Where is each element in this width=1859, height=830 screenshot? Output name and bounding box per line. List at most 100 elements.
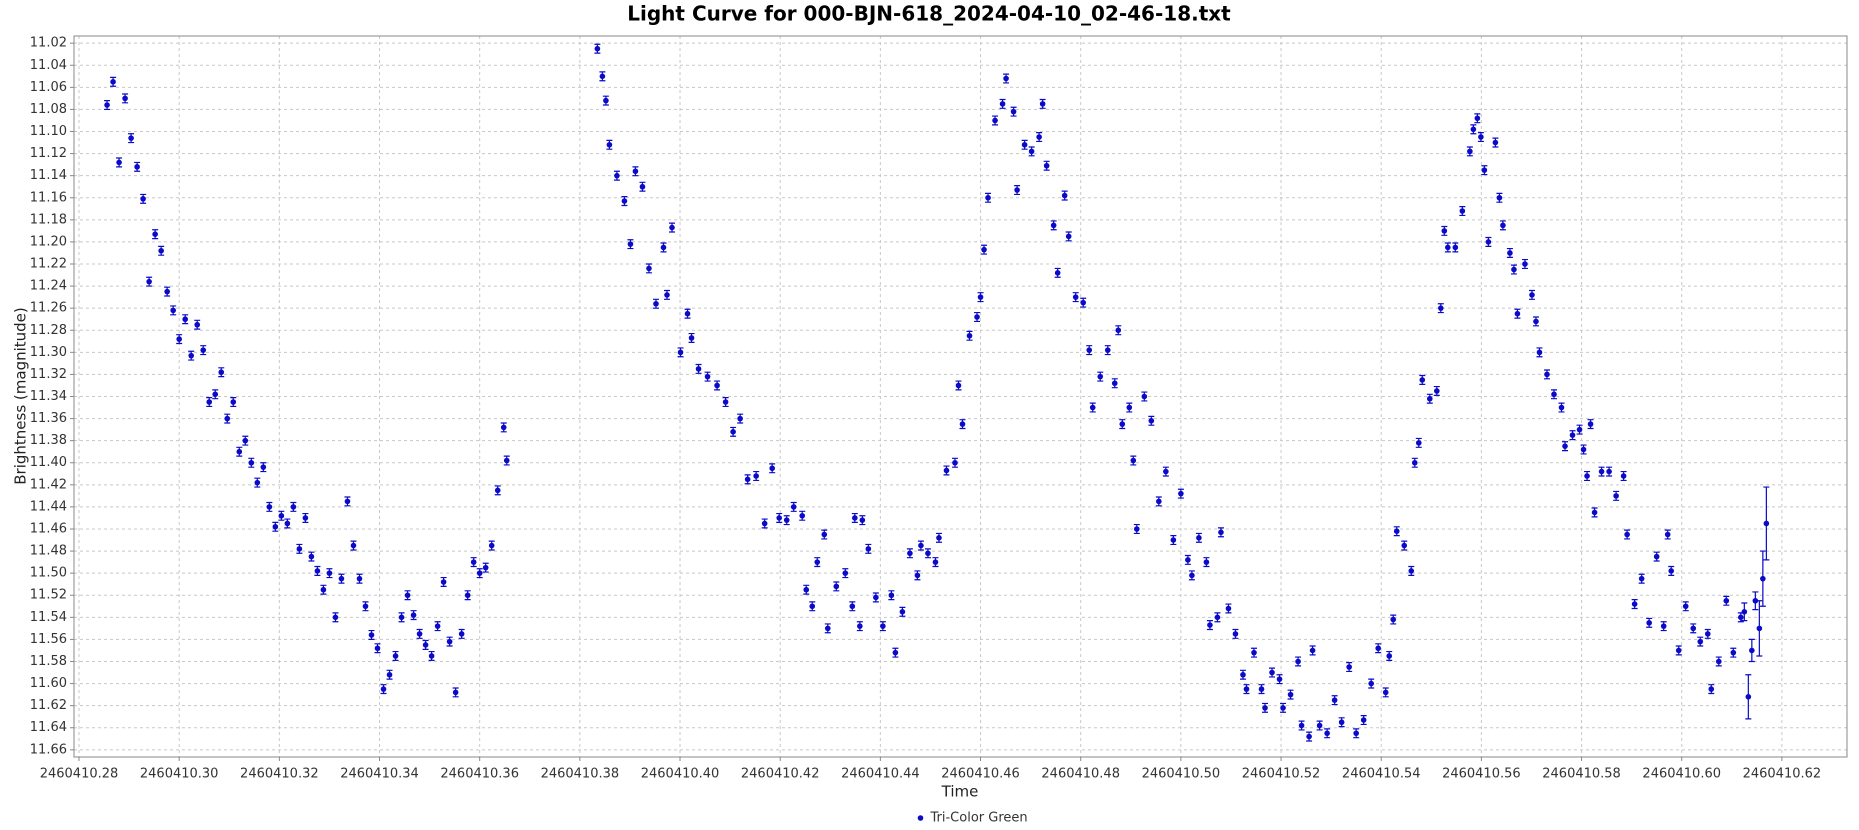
data-point: [380, 686, 387, 692]
data-point: [888, 592, 895, 599]
y-axis-title: Brightness (magnitude): [12, 307, 30, 485]
data-point: [494, 487, 501, 494]
data-point: [242, 437, 249, 444]
data-point: [744, 476, 751, 483]
data-point: [446, 638, 453, 645]
data-point: [753, 473, 759, 479]
data-point: [1529, 292, 1535, 298]
data-point: [857, 623, 863, 629]
data-point: [1119, 421, 1126, 427]
y-tick-label: 11.08: [30, 102, 67, 117]
y-tick-label: 11.12: [30, 146, 67, 161]
series: [104, 43, 1770, 742]
data-point: [1324, 730, 1330, 737]
data-point: [952, 459, 958, 466]
data-point: [1660, 623, 1667, 629]
data-point: [1276, 676, 1283, 682]
data-point: [320, 586, 327, 593]
data-point: [1738, 614, 1744, 621]
data-point: [1606, 468, 1612, 475]
x-tick-label: 2460410.58: [1542, 767, 1621, 782]
data-point: [809, 603, 816, 610]
data-point: [272, 523, 279, 530]
y-tick-label: 11.04: [30, 58, 67, 73]
data-point: [1470, 126, 1477, 133]
data-point: [314, 568, 321, 574]
data-point: [1021, 141, 1028, 148]
data-point: [1533, 318, 1539, 325]
data-point: [1393, 528, 1400, 535]
y-tick-label: 11.54: [30, 610, 67, 625]
data-point: [653, 300, 659, 307]
data-point: [722, 399, 729, 405]
data-point: [1723, 597, 1730, 604]
data-point: [134, 164, 140, 170]
data-point: [1419, 377, 1426, 383]
y-tick-label: 11.06: [30, 80, 67, 95]
data-point: [1445, 244, 1451, 251]
data-point: [1203, 559, 1210, 565]
data-point: [918, 542, 924, 549]
x-tick-label: 2460410.40: [641, 767, 720, 782]
data-point: [814, 559, 821, 565]
data-point: [1624, 531, 1630, 538]
data-point: [476, 570, 483, 576]
data-point: [1752, 597, 1759, 604]
data-point: [1097, 373, 1104, 380]
data-point: [1170, 537, 1177, 543]
data-point: [440, 579, 447, 585]
data-point: [1306, 733, 1312, 740]
data-point: [1511, 266, 1517, 273]
data-point: [158, 247, 164, 254]
data-point: [1386, 653, 1393, 659]
data-point: [936, 535, 942, 541]
x-tick-label: 2460410.36: [440, 767, 519, 782]
data-point: [332, 614, 339, 621]
y-tick-label: 11.30: [30, 345, 67, 360]
data-point: [194, 321, 201, 328]
data-point: [1411, 459, 1418, 466]
data-point: [212, 391, 219, 398]
data-point: [230, 399, 237, 405]
data-point: [1148, 417, 1155, 424]
data-point: [1653, 553, 1660, 560]
data-point: [1558, 404, 1565, 411]
x-tick-label: 2460410.28: [40, 767, 119, 782]
data-point: [422, 642, 429, 648]
data-point: [1072, 294, 1079, 300]
data-point: [639, 183, 646, 190]
data-point: [1438, 305, 1444, 311]
data-point: [266, 504, 273, 510]
x-tick-label: 2460410.46: [941, 767, 1020, 782]
data-point: [182, 316, 188, 323]
data-point: [1646, 620, 1652, 626]
y-tick-label: 11.48: [30, 544, 67, 559]
x-tick-label: 2460410.32: [240, 767, 319, 782]
data-point: [599, 73, 606, 80]
data-point: [714, 382, 720, 389]
data-point: [116, 159, 122, 166]
data-point: [1346, 664, 1352, 670]
data-point: [974, 314, 980, 320]
data-point: [308, 553, 315, 560]
data-point: [695, 366, 702, 372]
data-point: [404, 592, 411, 599]
data-point: [1441, 228, 1448, 234]
data-point: [488, 542, 495, 549]
legend-label: Tri-Color Green: [930, 811, 1028, 826]
data-point: [482, 564, 489, 571]
data-point: [1620, 473, 1627, 479]
data-point: [977, 294, 984, 300]
data-point: [224, 415, 231, 422]
x-tick-label: 2460410.34: [340, 767, 419, 782]
data-point: [338, 575, 345, 582]
data-point: [1467, 148, 1473, 155]
data-point: [1353, 730, 1359, 737]
data-point: [290, 504, 297, 510]
x-tick-label: 2460410.56: [1442, 767, 1521, 782]
data-point: [470, 559, 477, 565]
y-tick-label: 11.60: [30, 676, 67, 691]
data-point: [1408, 568, 1415, 574]
data-point: [1156, 498, 1162, 505]
data-point: [278, 512, 285, 519]
